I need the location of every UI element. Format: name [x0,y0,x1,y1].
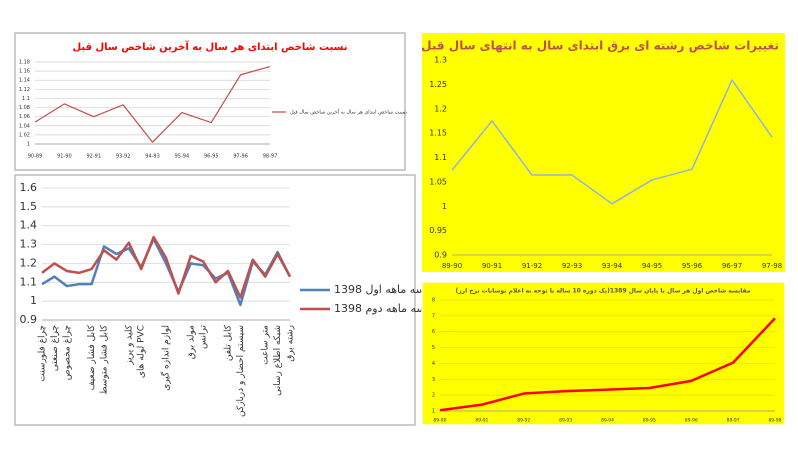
x-tick-label: 89-94 [601,418,614,424]
x-tick-label: 90-91 [482,262,502,270]
x-tick-label: 89-91 [475,418,488,424]
x-tick-label: 89-90 [433,418,446,424]
y-tick-label: 1.2 [20,256,38,269]
x-tick-label: 89-92 [517,418,530,424]
x-tick-label: 89-95 [643,418,656,424]
y-tick-label: 1.08 [19,105,30,111]
chart-title: تغییرات شاخص رشته ای برق ابتدای سال به ا… [421,39,779,53]
y-tick-label: 1.04 [19,123,30,129]
y-tick-label: 1 [30,294,37,307]
x-tick-label: 95-96 [682,262,703,270]
x-tick-label: ترانس [199,325,209,349]
chart-title: نسبت شاخص ابتدای هر سال به آخرین شاخص سا… [72,40,347,53]
y-tick-label: 3 [432,377,435,383]
y-tick-label: 1.25 [429,80,447,89]
x-tick-label: چراغ مخصوص [62,325,72,380]
y-tick-label: 1.02 [19,132,30,138]
y-tick-label: 5 [432,345,435,351]
y-tick-label: 1.4 [20,219,38,232]
x-tick-label: 91-90 [57,154,72,160]
y-tick-label: 1.2 [434,104,447,113]
data-line [451,79,773,205]
x-tick-label: 93-94 [602,262,623,270]
chart-background [14,174,416,426]
x-tick-label: 89-97 [727,418,740,424]
x-tick-label: 96-95 [204,154,219,160]
y-tick-label: 1 [432,409,435,415]
y-tick-label: 1 [27,142,30,148]
x-tick-label: 93-92 [116,154,131,160]
x-tick-label: 96-97 [722,262,742,270]
y-tick-label: 8 [432,298,435,304]
x-tick-label: 92-91 [86,154,101,160]
data-line [41,235,292,299]
x-tick-label: کلید و پریز [124,324,134,365]
x-tick-label: 90-89 [28,154,43,160]
data-line [34,65,271,143]
y-tick-label: 1.1 [22,96,30,102]
y-tick-label: 1 [442,202,447,211]
chart-background [14,32,406,171]
x-tick-label: سیستم احضار و دربازکن [236,325,246,417]
chart-background [421,281,786,426]
y-tick-label: 1.1 [434,153,447,162]
x-tick-label: 98-97 [263,154,278,160]
x-tick-label: 89-96 [685,418,698,424]
y-tick-label: 0.95 [429,226,447,235]
y-tick-label: 1.14 [19,78,30,84]
x-tick-label: 91-92 [522,262,542,270]
x-tick-label: کابل تلفن [224,324,234,361]
x-tick-label: 89-98 [768,418,781,424]
y-tick-label: 1.18 [19,60,30,66]
y-tick-label: 1.15 [429,129,447,138]
x-tick-label: 94-95 [642,262,662,270]
y-tick-label: 1.6 [20,181,38,194]
x-tick-label: 95-94 [175,154,190,160]
legend-label: سه ماهه دوم 1398 [334,302,426,315]
x-tick-label: چراغ فلورسنت [38,325,48,382]
y-tick-label: 1.3 [434,56,447,65]
y-tick-label: 1.16 [19,69,30,75]
y-tick-label: 1.3 [20,238,38,251]
y-tick-label: 6 [432,329,435,335]
x-tick-label: شبکه اطلاع رسانی [273,325,283,396]
data-line [439,317,776,412]
x-tick-label: کابل فشار متوسط [100,324,110,394]
x-tick-label: 89-90 [442,262,462,270]
x-tick-label: متر ساعت [261,325,271,365]
x-tick-label: رشته برق [286,325,296,362]
x-tick-label: کابل فشار ضعیف [87,324,97,390]
y-tick-label: 1.5 [20,200,38,213]
y-tick-label: 0.9 [20,313,38,326]
x-tick-label: مولد برق [186,325,196,359]
x-tick-label: 97-98 [762,262,782,270]
y-tick-label: 2 [432,393,435,399]
y-tick-label: 1.12 [19,87,30,93]
y-tick-label: 1.05 [429,177,447,186]
y-tick-label: 0.9 [434,251,447,260]
y-tick-label: 1.06 [19,114,30,120]
chart-title: مقایسه شاخص اول هر سال با پایان سال 1389… [455,288,750,295]
chart-background [422,33,785,272]
legend-label: سه ماهه اول 1398 [334,283,425,296]
y-tick-label: 7 [432,313,435,319]
x-tick-label: لوله های PVC [137,325,147,378]
x-tick-label: 97-96 [233,154,248,160]
y-tick-label: 4 [432,361,435,367]
legend-label: نسبت شاخص ابتدای هر سال به آخرین شاخص سا… [290,109,407,116]
x-tick-label: چراغ صنعتی [50,325,60,371]
x-tick-label: 94-93 [145,154,160,160]
x-tick-label: 92-93 [562,262,582,270]
y-tick-label: 1.1 [20,275,38,288]
x-tick-label: 89-93 [559,418,572,424]
x-tick-label: لوازم اندازه گیری [160,325,172,391]
